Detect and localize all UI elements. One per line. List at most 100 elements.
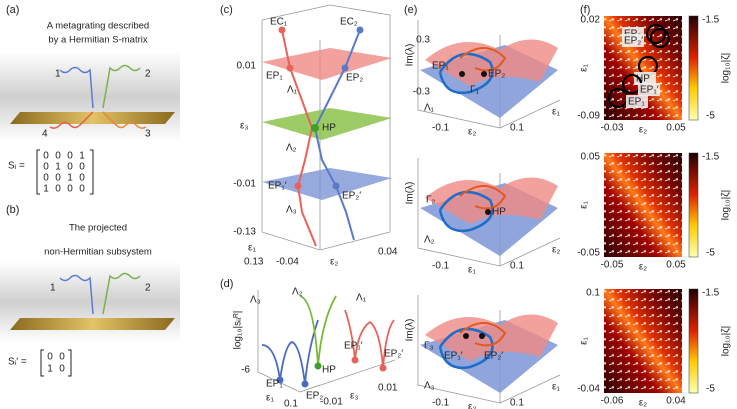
background-haze — [0, 52, 180, 142]
point-label: EP₁′ — [444, 351, 463, 362]
point — [301, 380, 309, 388]
caption: by a Hermitian S-matrix — [48, 35, 147, 46]
point-label: EP₁ — [266, 71, 283, 82]
matrix-entry: 0 — [55, 151, 61, 162]
axis-label: Im(λ) — [405, 182, 416, 205]
port-label: 2 — [145, 69, 151, 80]
grating — [10, 318, 175, 330]
tick-label: -0.01 — [320, 397, 343, 408]
point-label: HP — [322, 365, 336, 376]
loop — [459, 185, 507, 210]
point — [459, 71, 465, 77]
tick-label: 0.05 — [666, 260, 686, 271]
point — [278, 26, 286, 34]
point — [481, 71, 487, 77]
axis-label: ε₁ — [552, 107, 560, 118]
panel-f: (f) EP₂EP₁0.02-0.09ε₁-0.03ε₂0.05-1.5-5lo… — [577, 4, 731, 409]
axis-label: Im(λ) — [405, 319, 416, 342]
colorbar — [688, 152, 699, 258]
point — [341, 64, 349, 72]
tick-label: -5 — [706, 248, 715, 259]
loop-label: Γ₂ — [426, 195, 436, 206]
marker-ring — [645, 23, 667, 45]
point — [314, 362, 322, 370]
matrix-entry: 0 — [67, 162, 73, 173]
axis-label: ε₂ — [639, 398, 647, 409]
point — [276, 376, 284, 384]
point-label: EP₂ — [346, 73, 363, 84]
port-label: 3 — [145, 129, 151, 140]
panel-label: (c) — [220, 4, 233, 16]
matrix-entry: 1 — [67, 173, 73, 184]
port-label: 2 — [145, 283, 151, 294]
tick-label: -0.04 — [577, 384, 600, 395]
curve — [344, 309, 395, 369]
axis-label: ε₃ — [350, 391, 359, 402]
panel-b: (b) The projected non-Hermitian subsyste… — [0, 204, 180, 377]
loop-label: Γ₃ — [424, 341, 434, 352]
axis-label: log₁₀|ζ| — [721, 53, 732, 83]
matrix-name: Sᵢ′ = — [8, 357, 27, 368]
matrix-entry: 0 — [43, 162, 49, 173]
tick-label: -5 — [706, 111, 715, 122]
surface-label: Λ₂ — [286, 143, 297, 154]
axis-label: log₁₀|sᵢᵢᴿ| — [233, 311, 244, 350]
surface — [262, 48, 392, 80]
point — [479, 333, 485, 339]
point-label: HP — [322, 123, 336, 134]
tick-label: 0.1 — [284, 399, 298, 409]
vector-field — [604, 153, 682, 257]
tick-label: -0.3 — [413, 87, 431, 98]
axis-label: ε₂ — [552, 245, 560, 256]
tick-label: -0.13 — [233, 227, 256, 238]
point-label: HP — [492, 207, 506, 218]
panel-label: (a) — [6, 4, 19, 16]
loop — [438, 52, 494, 95]
axis-label: Im(λ) — [405, 44, 416, 67]
wave — [102, 64, 141, 109]
wave — [102, 111, 147, 129]
point — [286, 64, 294, 72]
tick-label: -0.03 — [601, 123, 624, 134]
tick-label: -0.01 — [233, 179, 256, 190]
tick-label: 0.1 — [510, 123, 524, 134]
surface-label: Λ₂ — [424, 235, 435, 246]
grating — [10, 112, 175, 124]
point — [379, 364, 387, 372]
curve — [299, 295, 337, 367]
tick-label: -1.5 — [702, 15, 720, 26]
point-label: HP — [636, 74, 650, 85]
panel-label: (e) — [404, 4, 417, 16]
axes-box — [257, 290, 396, 393]
matrix: 0 01 0 — [47, 352, 65, 375]
tick-label: 0.1 — [586, 288, 600, 299]
tick-label: -0.04 — [276, 257, 299, 268]
loop — [438, 327, 494, 370]
axis-label: ε₂ — [639, 262, 647, 273]
surface-label: Λ₃ — [250, 295, 261, 306]
colorbar — [688, 288, 699, 394]
panel-c: (c) EC₁ EC₂ EP₁ EP₂ HP EP₁′ EP₂′ Λ₁ Λ₂ Λ… — [220, 4, 398, 268]
label-box — [634, 72, 656, 85]
label-box — [638, 83, 660, 96]
tick-label: -0.05 — [577, 248, 600, 259]
marker-ring — [649, 27, 671, 49]
axis-label: ε₁ — [266, 393, 274, 404]
panel-label: (f) — [580, 4, 590, 16]
panel-label: (b) — [6, 204, 19, 216]
curve — [261, 319, 319, 385]
port-label: 1 — [50, 283, 56, 294]
caption: non-Hermitian subsystem — [44, 247, 152, 258]
axis-label: ε₂ — [639, 125, 647, 136]
point-label: EP₂ — [306, 391, 323, 402]
wave — [49, 111, 94, 129]
tick-label: 0.3 — [416, 35, 430, 46]
axis-label: log₁₀|ζ| — [721, 190, 732, 220]
panel-a: (a) A metagrating described by a Hermiti… — [0, 4, 180, 195]
axis-label: log₁₀|ζ| — [721, 326, 732, 356]
tick-label: -6 — [241, 365, 250, 376]
port-label: 1 — [55, 69, 61, 80]
axis-label: ε₁ — [579, 336, 590, 344]
surface-label: Λ₁ — [287, 85, 298, 96]
